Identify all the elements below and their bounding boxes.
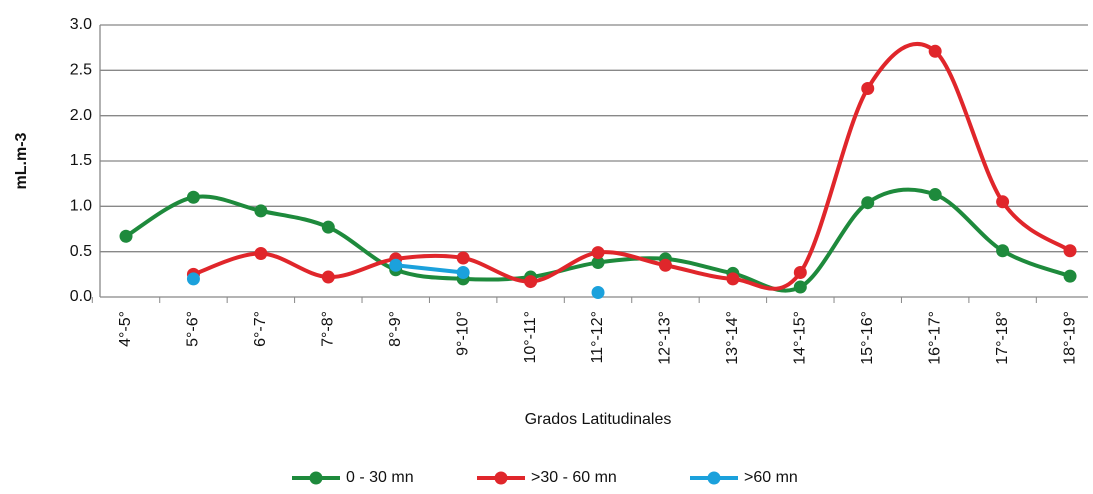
y-axis-title: mL.m-3 [13, 132, 30, 189]
y-tick-label: 0.5 [70, 243, 92, 260]
data-point [591, 285, 605, 299]
data-point [321, 270, 335, 284]
data-point [524, 275, 538, 289]
data-point [793, 266, 807, 280]
data-point [928, 44, 942, 58]
x-tick-label: 9°-10° [454, 311, 471, 356]
y-tick-label: 1.5 [70, 152, 92, 169]
data-point [726, 272, 740, 286]
data-point [861, 81, 875, 95]
x-tick-label: 14°-15° [792, 311, 809, 365]
data-point [996, 244, 1010, 258]
y-tick-label: 2.5 [70, 62, 92, 79]
x-tick-label: 4°-5° [117, 311, 134, 347]
legend-marker [309, 471, 323, 485]
data-point [928, 188, 942, 202]
y-tick-label: 1.0 [70, 198, 92, 215]
x-tick-label: 7°-8° [320, 311, 337, 347]
legend-marker [494, 471, 508, 485]
x-axis-title: Grados Latitudinales [525, 411, 672, 428]
x-tick-label: 17°-18° [994, 311, 1011, 365]
data-point [186, 190, 200, 204]
data-point [456, 251, 470, 265]
data-point [389, 258, 403, 272]
y-tick-label: 3.0 [70, 16, 92, 33]
y-tick-label: 0.0 [70, 288, 92, 305]
x-tick-label: 13°-14° [724, 311, 741, 365]
x-tick-label: 5°-6° [185, 311, 202, 347]
y-tick-label: 2.0 [70, 107, 92, 124]
x-tick-label: 15°-16° [859, 311, 876, 365]
data-point [254, 204, 268, 218]
x-tick-label: 18°-19° [1061, 311, 1078, 365]
data-point [119, 229, 133, 243]
legend-label: 0 - 30 mn [346, 469, 414, 486]
legend-marker [707, 471, 721, 485]
legend-label: >60 mn [744, 469, 798, 486]
data-point [1063, 269, 1077, 283]
data-point [793, 280, 807, 294]
data-point [1063, 244, 1077, 258]
x-tick-label: 11°-12° [589, 311, 606, 364]
x-tick-label: 8°-9° [387, 311, 404, 347]
data-point [321, 220, 335, 234]
data-point [186, 272, 200, 286]
data-point [658, 258, 672, 272]
x-tick-label: 16°-17° [926, 311, 943, 365]
data-point [591, 256, 605, 270]
data-point [591, 246, 605, 260]
data-point [861, 196, 875, 210]
series-line [124, 187, 1071, 293]
x-tick-label: 6°-7° [252, 311, 269, 347]
x-tick-label: 10°-11° [522, 311, 539, 364]
legend-label: >30 - 60 mn [531, 469, 617, 486]
data-point [456, 266, 470, 280]
data-point [254, 246, 268, 260]
x-tick-label: 12°-13° [657, 311, 674, 365]
data-point [996, 195, 1010, 209]
